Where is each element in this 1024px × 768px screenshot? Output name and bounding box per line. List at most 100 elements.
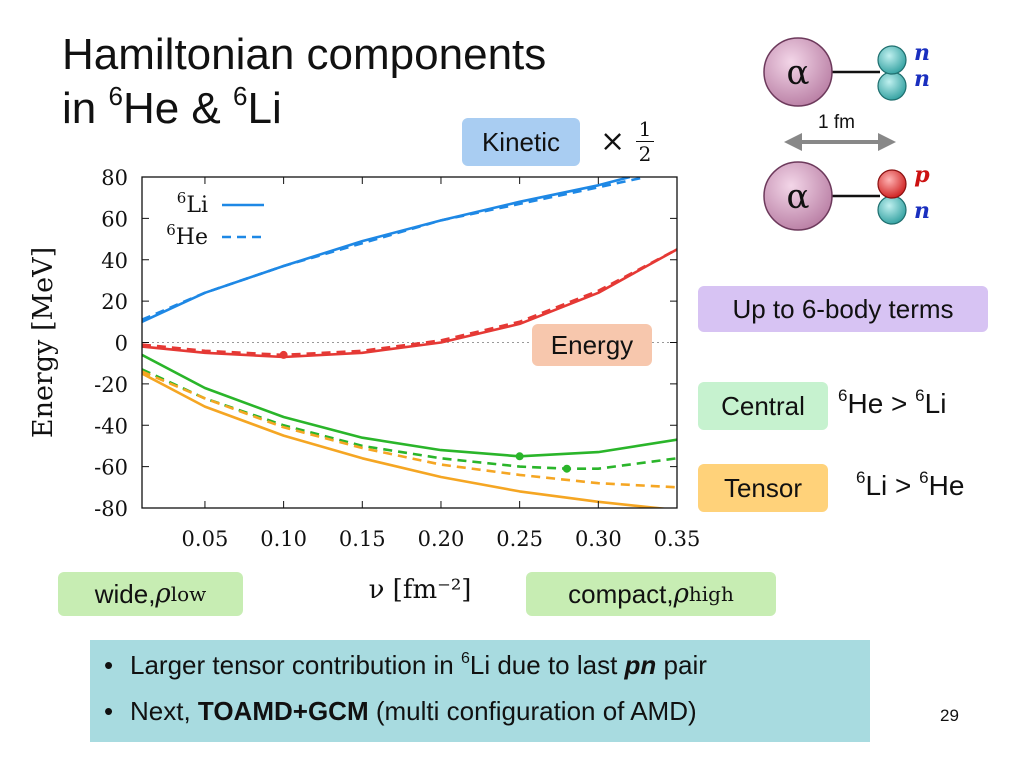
central-label: Central <box>698 382 828 430</box>
central-a: He > <box>847 388 916 419</box>
bottom-alpha-sphere <box>763 161 833 231</box>
wide-sub: low <box>170 582 207 606</box>
times-half-factor: × 1 2 <box>592 118 662 170</box>
bullet-1-c: pair <box>656 650 707 680</box>
compact-label: compact, ρ high <box>526 572 776 616</box>
legend-label-He: 6He <box>166 221 208 250</box>
central-comparison: 6He > 6Li <box>838 386 947 420</box>
legend-label-Li: 6Li <box>177 189 208 218</box>
page-number: 29 <box>940 706 959 725</box>
series-line-central-dashed <box>142 368 677 470</box>
bullet-item-2: • Next, TOAMD+GCM (multi configuration of… <box>104 696 697 727</box>
bottom-proton <box>877 169 907 199</box>
compact-sub: high <box>688 582 734 606</box>
y-tick-label: 80 <box>101 166 128 190</box>
compact-rho: ρ <box>673 579 689 609</box>
series-line-kinetic-solid <box>142 177 631 323</box>
series-line-energy-solid <box>142 248 677 359</box>
tensor-a: Li > <box>865 470 920 501</box>
bullet-item-1: • Larger tensor contribution in 6Li due t… <box>104 650 707 681</box>
bullet-2-c: (multi configuration of AMD) <box>368 696 697 726</box>
central-sup-b: 6 <box>915 386 925 405</box>
kinetic-label: Kinetic <box>462 118 580 166</box>
tensor-comparison: 6Li > 6He <box>856 468 965 502</box>
half-fraction: 1 2 <box>636 118 654 165</box>
tensor-sup-b: 6 <box>919 468 929 487</box>
title-sup-2: 6 <box>233 81 248 111</box>
central-b: Li <box>924 388 947 419</box>
y-tick-label: -20 <box>94 373 128 397</box>
x-tick-label: 0.15 <box>339 527 386 551</box>
up-to-label: Up to 6-body terms <box>698 286 988 332</box>
title-suffix: Li <box>247 84 282 133</box>
top-alpha-sphere <box>763 37 833 107</box>
y-tick-label: 60 <box>101 207 128 231</box>
title-line-2: in 6He & 6Li <box>62 82 546 136</box>
top-n-label-1: n <box>914 40 930 66</box>
arrow-head-left <box>784 133 802 151</box>
y-axis-label: Energy [MeV] <box>28 247 59 438</box>
tensor-label: Tensor <box>698 464 828 512</box>
x-tick-label: 0.30 <box>575 527 622 551</box>
distance-label: 1 fm <box>818 112 855 133</box>
half-denominator: 2 <box>638 142 652 166</box>
y-tick-label: 20 <box>101 290 128 314</box>
x-tick-label: 0.25 <box>496 527 543 551</box>
wide-rho: ρ <box>155 579 171 609</box>
central-sup-a: 6 <box>838 386 848 405</box>
wide-label: wide, ρ low <box>58 572 243 616</box>
x-tick-label: 0.20 <box>418 527 465 551</box>
x-tick-label: 0.35 <box>654 527 700 551</box>
bottom-n-label: n <box>914 198 930 224</box>
fraction-bar <box>636 141 654 142</box>
x-tick-label: 0.10 <box>260 527 307 551</box>
y-tick-label: -60 <box>94 456 128 480</box>
cluster-diagram: α n n α p n <box>763 37 930 231</box>
compact-text: compact, <box>568 578 674 609</box>
top-neutron-1 <box>877 45 907 75</box>
bullet-2-a: Next, <box>130 696 198 726</box>
bottom-p-label: p <box>914 162 930 188</box>
half-numerator: 1 <box>638 117 652 141</box>
y-tick-label: 40 <box>101 249 128 273</box>
series-line-energy-dashed <box>142 248 677 357</box>
bullet-1-bold: pn <box>624 650 657 680</box>
bullet-1-a: Larger tensor contribution in <box>130 650 461 680</box>
x-tick-label: 0.05 <box>182 527 229 551</box>
bullet-1-sup: 6 <box>460 650 470 667</box>
bottom-neutron <box>877 195 907 225</box>
title-line-1: Hamiltonian components <box>62 30 547 79</box>
marker-central-2 <box>562 464 571 473</box>
x-axis-label: ν [fm⁻²] <box>369 575 472 605</box>
bottom-cluster: α p n <box>763 161 930 231</box>
times-sign: × <box>600 124 626 159</box>
energy-label: Energy <box>532 324 652 366</box>
title-prefix: in <box>62 84 109 133</box>
distance-arrow <box>784 133 896 151</box>
bottom-alpha-symbol: α <box>787 177 810 217</box>
series-line-tensor-dashed <box>142 370 677 489</box>
top-cluster: α n n <box>763 37 930 107</box>
bullet-panel: • Larger tensor contribution in 6Li due t… <box>90 640 870 742</box>
top-n-label-2: n <box>914 66 930 92</box>
bullet-dot: • <box>104 696 114 726</box>
title-mid: He & <box>122 84 233 133</box>
tensor-sup-a: 6 <box>856 468 866 487</box>
series-line-tensor-solid <box>142 372 670 508</box>
tensor-b: He <box>928 470 965 501</box>
y-tick-label: -40 <box>94 414 128 438</box>
top-neutron-2 <box>877 71 907 101</box>
bullet-1-b: Li due to last <box>469 650 625 680</box>
energy-chart: 80 60 40 20 0 -20 -40 -60 -80 0.05 0.10 0.15 0.20 0.2… <box>28 166 700 605</box>
marker-central-1 <box>515 452 524 461</box>
bullet-dot: • <box>104 650 114 680</box>
slide-title: Hamiltonian components in 6He & 6Li <box>62 28 546 136</box>
wide-text: wide, <box>94 578 156 609</box>
series-line-kinetic-dashed <box>142 177 646 321</box>
top-alpha-symbol: α <box>787 53 810 93</box>
y-tick-label: -80 <box>94 497 128 521</box>
y-tick-label: 0 <box>115 332 128 356</box>
title-sup-1: 6 <box>108 81 123 111</box>
series-line-central-solid <box>142 353 677 458</box>
marker-energy-0 <box>279 350 288 359</box>
